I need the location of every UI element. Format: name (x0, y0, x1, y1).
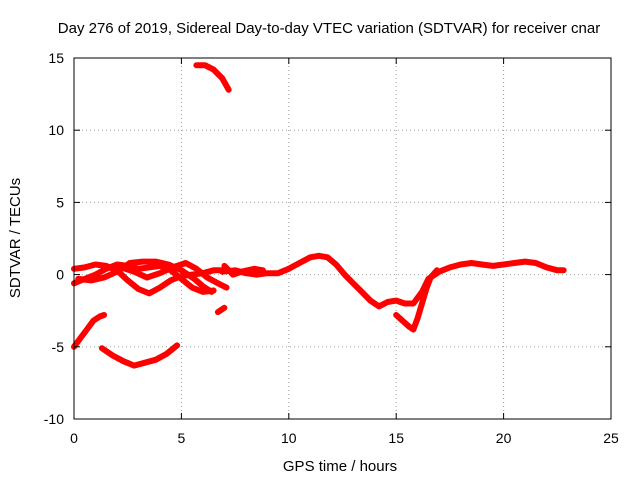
axis-ticks: 0 5 10 15 20 25 15 10 5 0 -5 -10 (44, 50, 619, 446)
x-axis-label: GPS time / hours (283, 458, 397, 475)
x-tick-label: 5 (178, 430, 186, 446)
plot-frame (73, 57, 612, 420)
grid (74, 58, 611, 419)
y-tick-label: 5 (56, 194, 64, 210)
x-tick-label: 25 (603, 430, 619, 446)
y-tick-label: 10 (48, 122, 64, 138)
data-series-arc-main (219, 252, 567, 310)
x-tick-label: 20 (496, 430, 512, 446)
x-tick-label: 10 (281, 430, 297, 446)
x-tick-label: 15 (388, 430, 404, 446)
y-tick-label: -5 (52, 339, 65, 355)
y-tick-label: -10 (44, 411, 64, 427)
y-axis-label: SDTVAR / TECUs (7, 178, 24, 298)
x-tick-label: 0 (70, 430, 78, 446)
data-series-arc-left-rise (71, 312, 108, 350)
data-series-arc-low (98, 342, 181, 369)
y-tick-label: 0 (56, 267, 64, 283)
data-series-arc-band-d (118, 260, 230, 291)
y-tick-label: 15 (48, 50, 64, 66)
data-series-arc-band-b (71, 261, 217, 295)
data-traces (71, 62, 567, 369)
chart-title: Day 276 of 2019, Sidereal Day-to-day VTE… (58, 20, 600, 37)
data-series-arc-mid (221, 262, 266, 278)
data-series-arc-short (214, 304, 228, 316)
data-series-arc-dip (393, 267, 440, 333)
data-series-arc-band-c (75, 258, 215, 295)
data-series-arc-high (193, 62, 232, 93)
